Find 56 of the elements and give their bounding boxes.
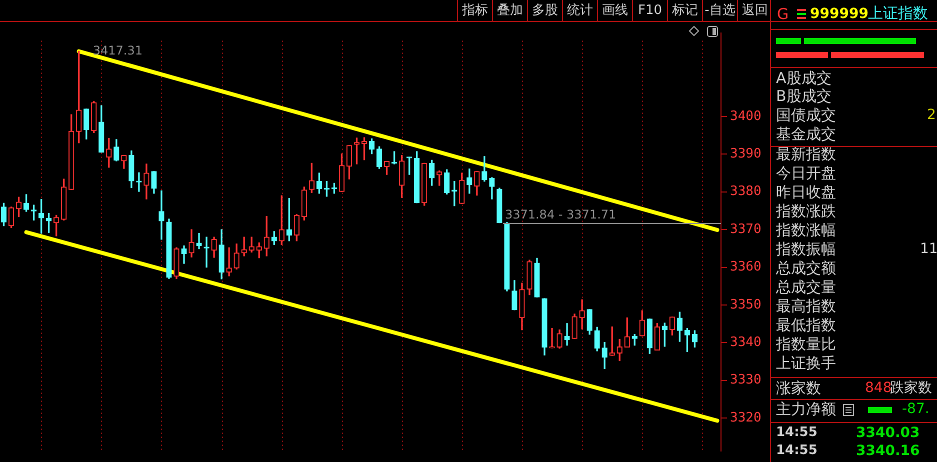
text: 指数涨幅 xyxy=(776,221,836,239)
text: 3340.03 xyxy=(856,425,920,441)
y-tick-label: 3320 xyxy=(730,410,762,426)
candlestick xyxy=(136,172,142,192)
y-tick-label: 3370 xyxy=(730,222,762,237)
text: 2 xyxy=(927,107,936,123)
text: 最新指数 xyxy=(776,145,836,163)
text: F10 xyxy=(636,3,664,18)
text: 叠加 xyxy=(496,3,524,18)
y-tick-label: 3380 xyxy=(730,184,762,200)
text: 基金成交 xyxy=(776,125,836,143)
text: 最低指数 xyxy=(776,316,836,334)
annotation: 3417.31 xyxy=(92,43,142,58)
text: 14:55 xyxy=(776,425,818,440)
text: B股成交 xyxy=(776,87,832,105)
text: 总成交额 xyxy=(776,259,836,277)
y-tick-label: 3330 xyxy=(730,372,762,388)
text: 昨日收盘 xyxy=(776,183,836,201)
text: -自选 xyxy=(704,3,736,18)
candlestick xyxy=(226,247,232,276)
candlestick xyxy=(204,236,210,268)
text: 指数量比 xyxy=(776,335,836,353)
text: 总成交量 xyxy=(776,278,836,296)
text: 848 xyxy=(865,380,892,396)
text: 画线 xyxy=(601,3,629,18)
text: 涨家数 xyxy=(776,379,821,397)
text: 今日开盘 xyxy=(776,164,836,182)
text: 上证换手 xyxy=(776,354,836,372)
text: 999999 xyxy=(810,6,868,22)
ref-line-label: 3371.84 - 3371.71 xyxy=(504,208,616,222)
text: 返回 xyxy=(741,3,769,18)
text: A股成交 xyxy=(776,69,832,87)
y-tick-label: 3340 xyxy=(730,335,762,350)
text: 标记 xyxy=(671,3,699,18)
text: 多股 xyxy=(531,3,559,18)
text: 上证指数 xyxy=(868,4,928,22)
y-tick-label: 3400 xyxy=(730,108,762,124)
text: 国债成交 xyxy=(776,106,836,124)
text: 指标 xyxy=(461,3,489,18)
text: 指数涨跌 xyxy=(776,202,836,220)
text: -87. xyxy=(902,401,930,417)
y-tick-label: 3360 xyxy=(730,260,762,275)
text: G xyxy=(777,5,789,23)
y-tick-label: 3350 xyxy=(730,297,762,312)
text: 最高指数 xyxy=(776,297,836,315)
text: 14:55 xyxy=(776,443,818,458)
text: 统计 xyxy=(566,3,594,18)
text: 主力净额 xyxy=(776,400,836,418)
candlestick xyxy=(564,323,570,346)
text: 指数振幅 xyxy=(776,240,836,258)
text: 跌家数 xyxy=(890,380,932,396)
candlestick xyxy=(579,299,585,330)
text: 11 xyxy=(920,241,937,257)
candlestick xyxy=(158,190,164,240)
y-tick-label: 3390 xyxy=(730,146,762,162)
text: 3340.16 xyxy=(856,443,920,459)
